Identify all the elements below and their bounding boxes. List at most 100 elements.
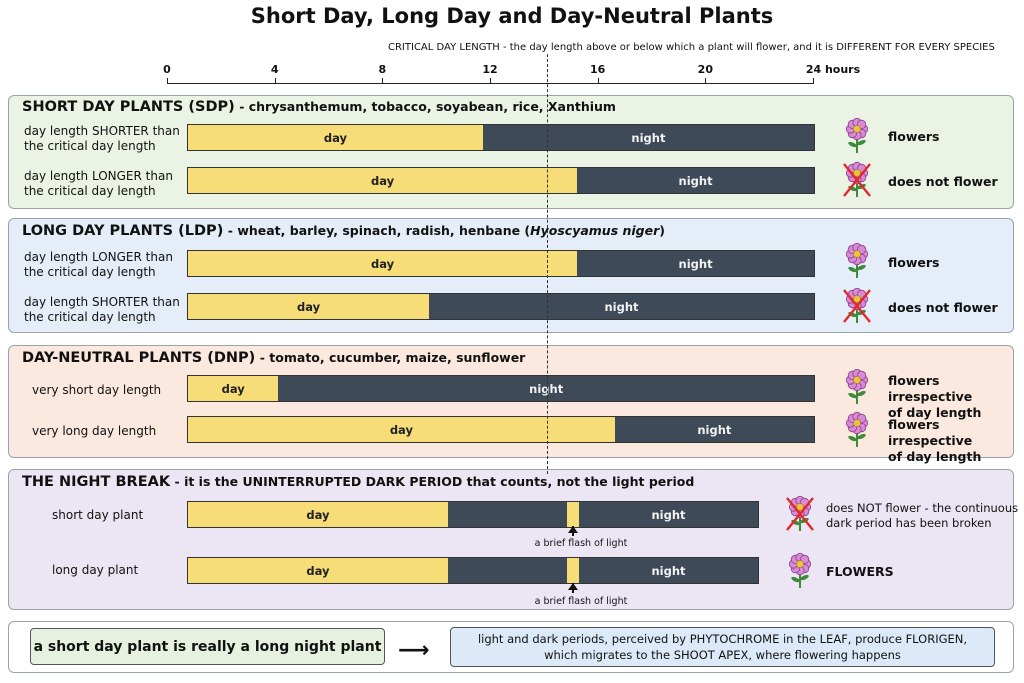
dnp-row2-outcome-line1: flowers irrespective (888, 417, 973, 448)
day-segment: day (188, 125, 483, 150)
axis-tick (382, 78, 384, 84)
axis-tick-label: 4 (270, 63, 279, 76)
sdp-row1-label: day length SHORTER than the critical day… (24, 124, 180, 154)
flash-of-light-segment (567, 502, 579, 527)
night-segment: night (579, 502, 758, 527)
ldp-row1-outcome: flowers (888, 255, 940, 270)
axis-tick-label: 16 (590, 63, 606, 76)
night-segment: night (614, 417, 814, 442)
right-arrow-icon: ⟶ (398, 638, 430, 663)
dnp-row2-label: very long day length (32, 424, 157, 438)
ldp-title: LONG DAY PLANTS (LDP) (22, 223, 224, 239)
night-segment: night (577, 168, 814, 193)
flower-icon (842, 368, 872, 409)
dnp-row1-outcome-line2: of day length (888, 405, 982, 420)
ldp-row1-label: day length LONGER than the critical day … (24, 250, 173, 280)
night-segment: night (482, 125, 814, 150)
night-break-row1-outcome-line2: dark period has been broken (826, 516, 992, 530)
ldp-row2-label-line2: the critical day length (24, 310, 156, 324)
flower-icon (785, 552, 815, 593)
sdp-heading: SHORT DAY PLANTS (SDP) - chrysanthemum, … (22, 99, 616, 115)
dnp-row1-bar: day night (187, 375, 815, 402)
critical-day-length-line (546, 54, 548, 474)
night-break-row2-outcome: FLOWERS (826, 564, 894, 579)
sdp-row1-bar: day night (187, 124, 815, 151)
axis-tick-label: 24 hours (805, 63, 861, 76)
sdp-row2-bar: day night (187, 167, 815, 194)
flash-of-light-segment (567, 558, 579, 583)
night-break-heading: THE NIGHT BREAK - it is the UNINTERRUPTE… (22, 474, 694, 490)
dnp-row1-label: very short day length (32, 383, 162, 397)
axis-tick (813, 78, 814, 84)
night-segment: night (278, 376, 814, 401)
ldp-examples-post: ) (659, 223, 665, 238)
night-segment-before-flash (448, 502, 567, 527)
ldp-examples-pre: - wheat, barley, spinach, radish, henban… (227, 223, 531, 238)
sdp-row1-label-line2: the critical day length (24, 139, 156, 153)
dnp-heading: DAY-NEUTRAL PLANTS (DNP) - tomato, cucum… (22, 350, 525, 366)
axis-tick (597, 78, 599, 84)
phytochrome-line2: which migrates to the SHOOT APEX, where … (544, 648, 901, 662)
night-break-row1-outcome: does NOT flower - the continuous dark pe… (826, 501, 1018, 531)
ldp-row2-label: day length SHORTER than the critical day… (24, 295, 180, 325)
night-break-row1-label: short day plant (52, 508, 144, 522)
flower-icon (842, 117, 872, 158)
day-segment: day (188, 558, 448, 583)
ldp-row1-label-line2: the critical day length (24, 265, 156, 279)
crossed-flower-icon (785, 495, 815, 536)
axis-tick-label: 20 (697, 63, 713, 76)
flower-icon (842, 242, 872, 283)
axis-tick-label: 12 (482, 63, 498, 76)
day-segment: day (188, 376, 279, 401)
flash-label: a brief flash of light (534, 596, 628, 607)
ldp-row1-bar: day night (187, 250, 815, 277)
axis-tick (274, 78, 276, 84)
short-day-long-night-box: a short day plant is really a long night… (30, 628, 385, 665)
night-segment: night (429, 294, 814, 319)
sdp-row2-label: day length LONGER than the critical day … (24, 169, 173, 199)
flash-arrow-head (568, 526, 578, 533)
axis-tick-label: 0 (163, 63, 171, 76)
axis-tick (705, 78, 707, 84)
dnp-row1-outcome: flowers irrespective of day length (888, 373, 1024, 421)
page-title: Short Day, Long Day and Day-Neutral Plan… (250, 4, 774, 28)
ldp-heading: LONG DAY PLANTS (LDP) - wheat, barley, s… (22, 223, 665, 239)
sdp-row2-label-line2: the critical day length (24, 184, 156, 198)
axis-tick (167, 78, 168, 84)
critical-day-length-note: CRITICAL DAY LENGTH - the day length abo… (388, 42, 995, 53)
ldp-row2-outcome: does not flower (888, 300, 998, 315)
phytochrome-line1: light and dark periods, perceived by PHY… (477, 632, 968, 646)
night-break-row1-outcome-line1: does NOT flower - the continuous (826, 501, 1019, 515)
ldp-row2-bar: day night (187, 293, 815, 320)
night-break-title: THE NIGHT BREAK (22, 474, 171, 490)
ldp-examples-italic: Hyoscyamus niger (530, 223, 660, 238)
day-segment: day (188, 251, 578, 276)
sdp-row1-outcome: flowers (888, 129, 940, 144)
sdp-row2-outcome: does not flower (888, 174, 998, 189)
day-segment: day (188, 294, 430, 319)
crossed-flower-icon (842, 287, 872, 328)
night-break-row1-bar: day night (187, 501, 759, 528)
dnp-title: DAY-NEUTRAL PLANTS (DNP) (22, 350, 256, 366)
night-break-subtitle: - it is the UNINTERRUPTED DARK PERIOD th… (174, 474, 695, 489)
dnp-row2-outcome: flowers irrespective of day length (888, 417, 1024, 465)
flower-icon (842, 411, 872, 452)
night-break-panel (8, 469, 1014, 610)
night-break-row2-bar: day night (187, 557, 759, 584)
crossed-flower-icon (842, 161, 872, 202)
day-segment: day (188, 168, 578, 193)
ldp-row2-label-line1: day length SHORTER than (24, 295, 180, 309)
day-segment: day (188, 417, 615, 442)
axis-tick-label: 8 (378, 63, 387, 76)
night-break-row2-label: long day plant (52, 563, 139, 577)
sdp-row1-label-line1: day length SHORTER than (24, 124, 180, 138)
ldp-row1-label-line1: day length LONGER than (24, 250, 173, 264)
dnp-row2-bar: day night (187, 416, 815, 443)
night-segment-before-flash (448, 558, 567, 583)
dnp-row1-outcome-line1: flowers irrespective (888, 373, 973, 404)
dnp-row2-outcome-line2: of day length (888, 449, 982, 464)
phytochrome-florigen-box: light and dark periods, perceived by PHY… (450, 627, 995, 667)
sdp-title: SHORT DAY PLANTS (SDP) (22, 99, 235, 115)
sdp-row2-label-line1: day length LONGER than (24, 169, 173, 183)
night-segment: night (577, 251, 814, 276)
